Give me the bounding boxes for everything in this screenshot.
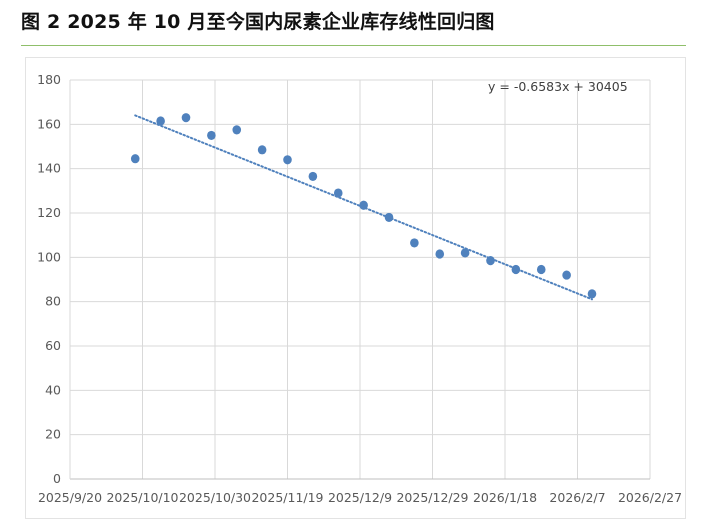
y-tick-label: 100 bbox=[37, 249, 61, 264]
data-point bbox=[410, 238, 419, 248]
y-tick-label: 60 bbox=[45, 338, 61, 353]
data-point bbox=[333, 188, 343, 198]
y-tick-label: 0 bbox=[53, 471, 61, 486]
data-point bbox=[511, 264, 521, 275]
trendline-equation: y = -0.6583x + 30405 bbox=[488, 79, 628, 94]
data-point bbox=[207, 130, 216, 141]
data-point bbox=[232, 125, 242, 135]
y-tick-label: 140 bbox=[37, 161, 61, 176]
x-tick-label: 2025/10/10 bbox=[106, 490, 178, 505]
data-points bbox=[130, 113, 597, 299]
data-point bbox=[384, 212, 394, 223]
data-point bbox=[435, 249, 445, 259]
y-tick-label: 20 bbox=[45, 427, 61, 442]
data-point bbox=[536, 264, 546, 275]
data-point bbox=[130, 154, 140, 164]
y-tick-label: 160 bbox=[37, 116, 61, 131]
data-point bbox=[308, 171, 318, 182]
data-point bbox=[562, 270, 571, 280]
title-divider bbox=[21, 45, 686, 46]
x-tick-label: 2025/11/19 bbox=[251, 490, 323, 505]
y-tick-label: 80 bbox=[45, 294, 61, 309]
y-tick-label: 40 bbox=[45, 382, 61, 397]
data-point bbox=[486, 256, 495, 266]
y-tick-label: 120 bbox=[37, 205, 61, 220]
x-tick-label: 2026/2/7 bbox=[549, 490, 605, 505]
chart-frame bbox=[25, 57, 686, 519]
tick-labels: 0 20 40 60 80 100 120 140 160 180 2025/9/20 2025/10… bbox=[37, 72, 682, 505]
y-tick-label: 180 bbox=[37, 72, 61, 87]
x-tick-label: 2025/10/30 bbox=[179, 490, 251, 505]
figure-title: 图 2 2025 年 10 月至今国内尿素企业库存线性回归图 bbox=[21, 11, 495, 33]
x-tick-label: 2025/12/29 bbox=[396, 490, 468, 505]
data-point bbox=[257, 145, 267, 155]
x-tick-label: 2025/12/9 bbox=[328, 490, 392, 505]
chart-axes bbox=[69, 80, 650, 480]
chart-grid bbox=[70, 79, 651, 479]
data-point bbox=[181, 113, 191, 123]
x-tick-label: 2026/1/18 bbox=[473, 490, 537, 505]
data-point bbox=[359, 200, 368, 210]
x-tick-label: 2025/9/20 bbox=[38, 490, 102, 505]
data-point bbox=[283, 155, 292, 165]
data-point bbox=[460, 248, 470, 258]
data-point bbox=[156, 116, 165, 126]
x-tick-label: 2026/2/27 bbox=[618, 490, 682, 505]
data-point bbox=[587, 289, 597, 299]
